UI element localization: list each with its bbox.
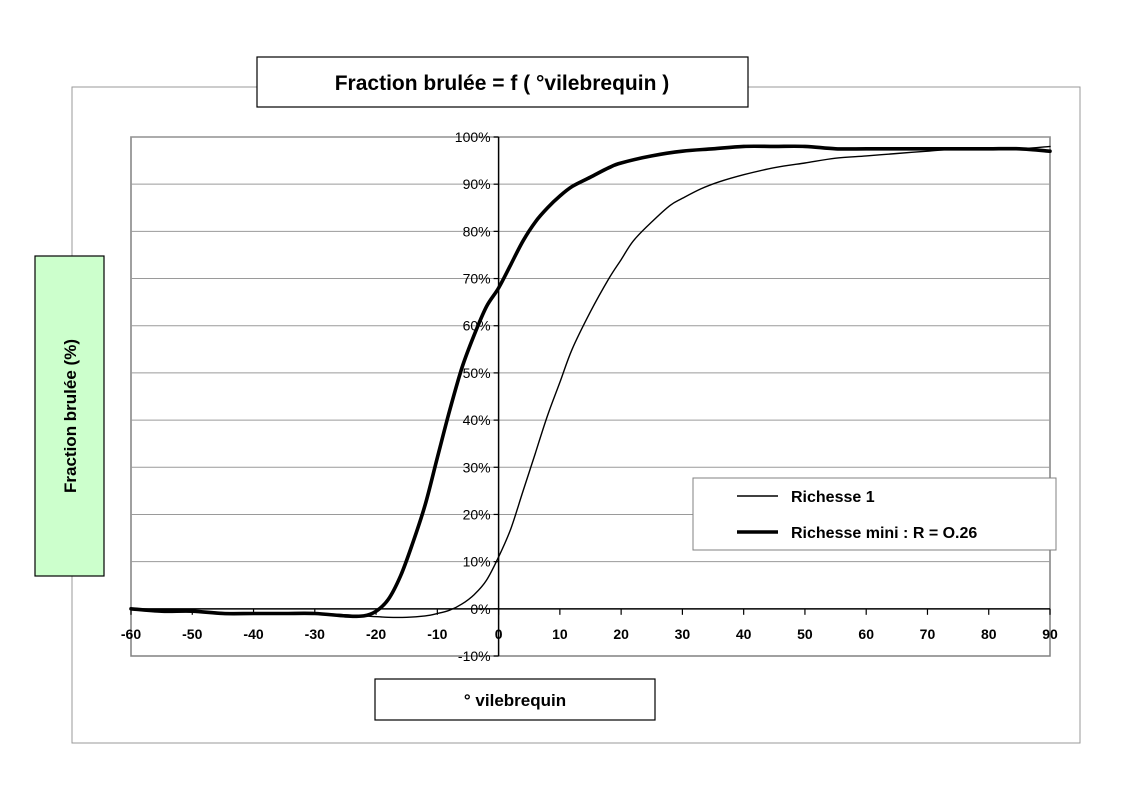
x-tick-label: -20 xyxy=(366,626,386,642)
x-tick-label: -10 xyxy=(427,626,447,642)
series-lines xyxy=(129,144,1052,619)
x-tick-label: 0 xyxy=(495,626,503,642)
plot-area xyxy=(130,136,1051,657)
legend-label-series-2: Richesse mini : R = O.26 xyxy=(791,525,977,542)
y-axis-label: Fraction brulée (%) xyxy=(61,339,80,493)
y-tick-label: 40% xyxy=(463,412,491,428)
legend-box xyxy=(692,477,1057,551)
tick-labels: -10%0%10%20%30%40%50%60%70%80%90%100%-60… xyxy=(121,129,1058,664)
legend: Richesse 1 Richesse mini : R = O.26 xyxy=(692,477,1057,551)
x-tick-label: 20 xyxy=(613,626,629,642)
y-tick-label: 70% xyxy=(463,271,491,287)
axes xyxy=(130,136,1051,657)
grid-lines xyxy=(131,136,1050,563)
x-tick-label: 70 xyxy=(920,626,936,642)
y-tick-label: 30% xyxy=(463,459,491,475)
x-tick-label: 50 xyxy=(797,626,813,642)
x-tick-label: -30 xyxy=(305,626,325,642)
x-tick-label: -60 xyxy=(121,626,141,642)
y-tick-label: 20% xyxy=(463,506,491,522)
series-line-2 xyxy=(129,144,1052,619)
y-tick-label: 50% xyxy=(463,365,491,381)
x-axis-label: ° vilebrequin xyxy=(464,691,566,710)
x-tick-label: 40 xyxy=(736,626,752,642)
x-tick-label: 60 xyxy=(858,626,874,642)
x-tick-label: -50 xyxy=(182,626,202,642)
x-tick-label: 80 xyxy=(981,626,997,642)
y-tick-label: 10% xyxy=(463,554,491,570)
y-tick-label: -10% xyxy=(458,648,491,664)
x-tick-label: 90 xyxy=(1042,626,1058,642)
series-line-1 xyxy=(130,145,1051,619)
x-tick-label: -40 xyxy=(243,626,263,642)
legend-label-series-1: Richesse 1 xyxy=(791,489,875,506)
title-box xyxy=(256,56,749,108)
y-tick-label: 0% xyxy=(470,601,490,617)
x-tick-label: 30 xyxy=(675,626,691,642)
xlabel-box xyxy=(374,678,656,721)
ylabel-box xyxy=(34,255,105,577)
chart-title: Fraction brulée = f ( °vilebrequin ) xyxy=(335,72,670,95)
x-tick-label: 10 xyxy=(552,626,568,642)
y-tick-label: 90% xyxy=(463,176,491,192)
y-tick-label: 80% xyxy=(463,223,491,239)
y-tick-label: 100% xyxy=(455,129,491,145)
